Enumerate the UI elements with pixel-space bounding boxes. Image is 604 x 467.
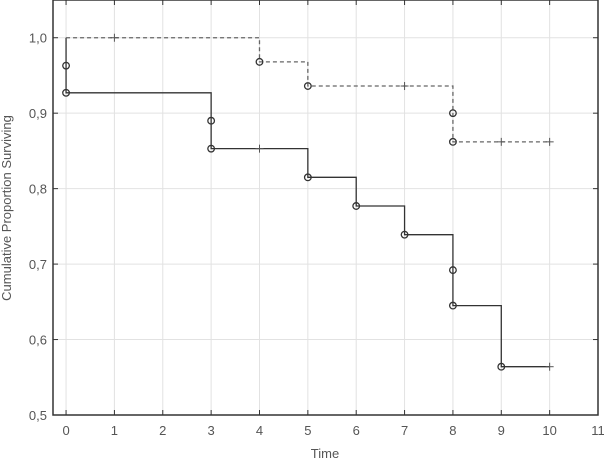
x-tick-label: 5 <box>304 423 311 438</box>
x-tick-label: 8 <box>449 423 456 438</box>
event-marker <box>62 88 71 97</box>
event-marker <box>448 301 457 310</box>
y-tick-label: 0,6 <box>29 333 47 348</box>
censored-marker <box>110 33 119 42</box>
event-marker <box>497 362 506 371</box>
y-tick-label: 0,9 <box>29 106 47 121</box>
survival-curve-dashed <box>66 37 550 143</box>
x-tick-label: 7 <box>401 423 408 438</box>
event-marker <box>207 116 216 125</box>
x-tick-label: 4 <box>256 423 263 438</box>
censored-marker <box>255 144 264 153</box>
x-tick-label: 11 <box>591 423 604 438</box>
series-layer <box>62 33 554 371</box>
censored-marker <box>400 82 409 91</box>
event-marker <box>448 137 457 146</box>
event-marker <box>303 82 312 90</box>
x-tick-label: 10 <box>542 423 556 438</box>
event-marker <box>448 109 457 118</box>
ticks: 0 1 2 3 4 5 6 7 8 9 10 11 0,5 0,6 0,7 0,8 0,9 1,0 <box>29 0 604 438</box>
censored-marker <box>545 362 554 371</box>
y-tick-label: 0,7 <box>29 257 47 272</box>
y-axis-label: Cumulative Proportion Surviving <box>0 115 14 301</box>
event-marker <box>62 61 71 70</box>
censored-marker <box>497 137 506 146</box>
y-tick-label: 0,5 <box>29 408 47 423</box>
x-tick-label: 3 <box>208 423 215 438</box>
event-marker <box>400 230 409 239</box>
plot-frame <box>52 0 599 416</box>
y-tick-label: 1,0 <box>29 31 47 46</box>
event-marker <box>448 266 457 275</box>
event-marker <box>352 202 361 210</box>
censored-marker <box>545 137 554 146</box>
x-axis-label: Time <box>311 446 339 461</box>
y-tick-label: 0,8 <box>29 182 47 197</box>
event-marker <box>255 57 264 66</box>
grid <box>53 0 599 416</box>
event-marker <box>207 144 216 153</box>
survival-curve-solid <box>65 37 550 368</box>
x-tick-label: 0 <box>62 423 69 438</box>
x-tick-label: 6 <box>353 423 360 438</box>
event-marker <box>303 173 312 182</box>
x-tick-label: 2 <box>159 423 166 438</box>
x-tick-label: 9 <box>498 423 505 438</box>
x-tick-label: 1 <box>111 423 118 438</box>
